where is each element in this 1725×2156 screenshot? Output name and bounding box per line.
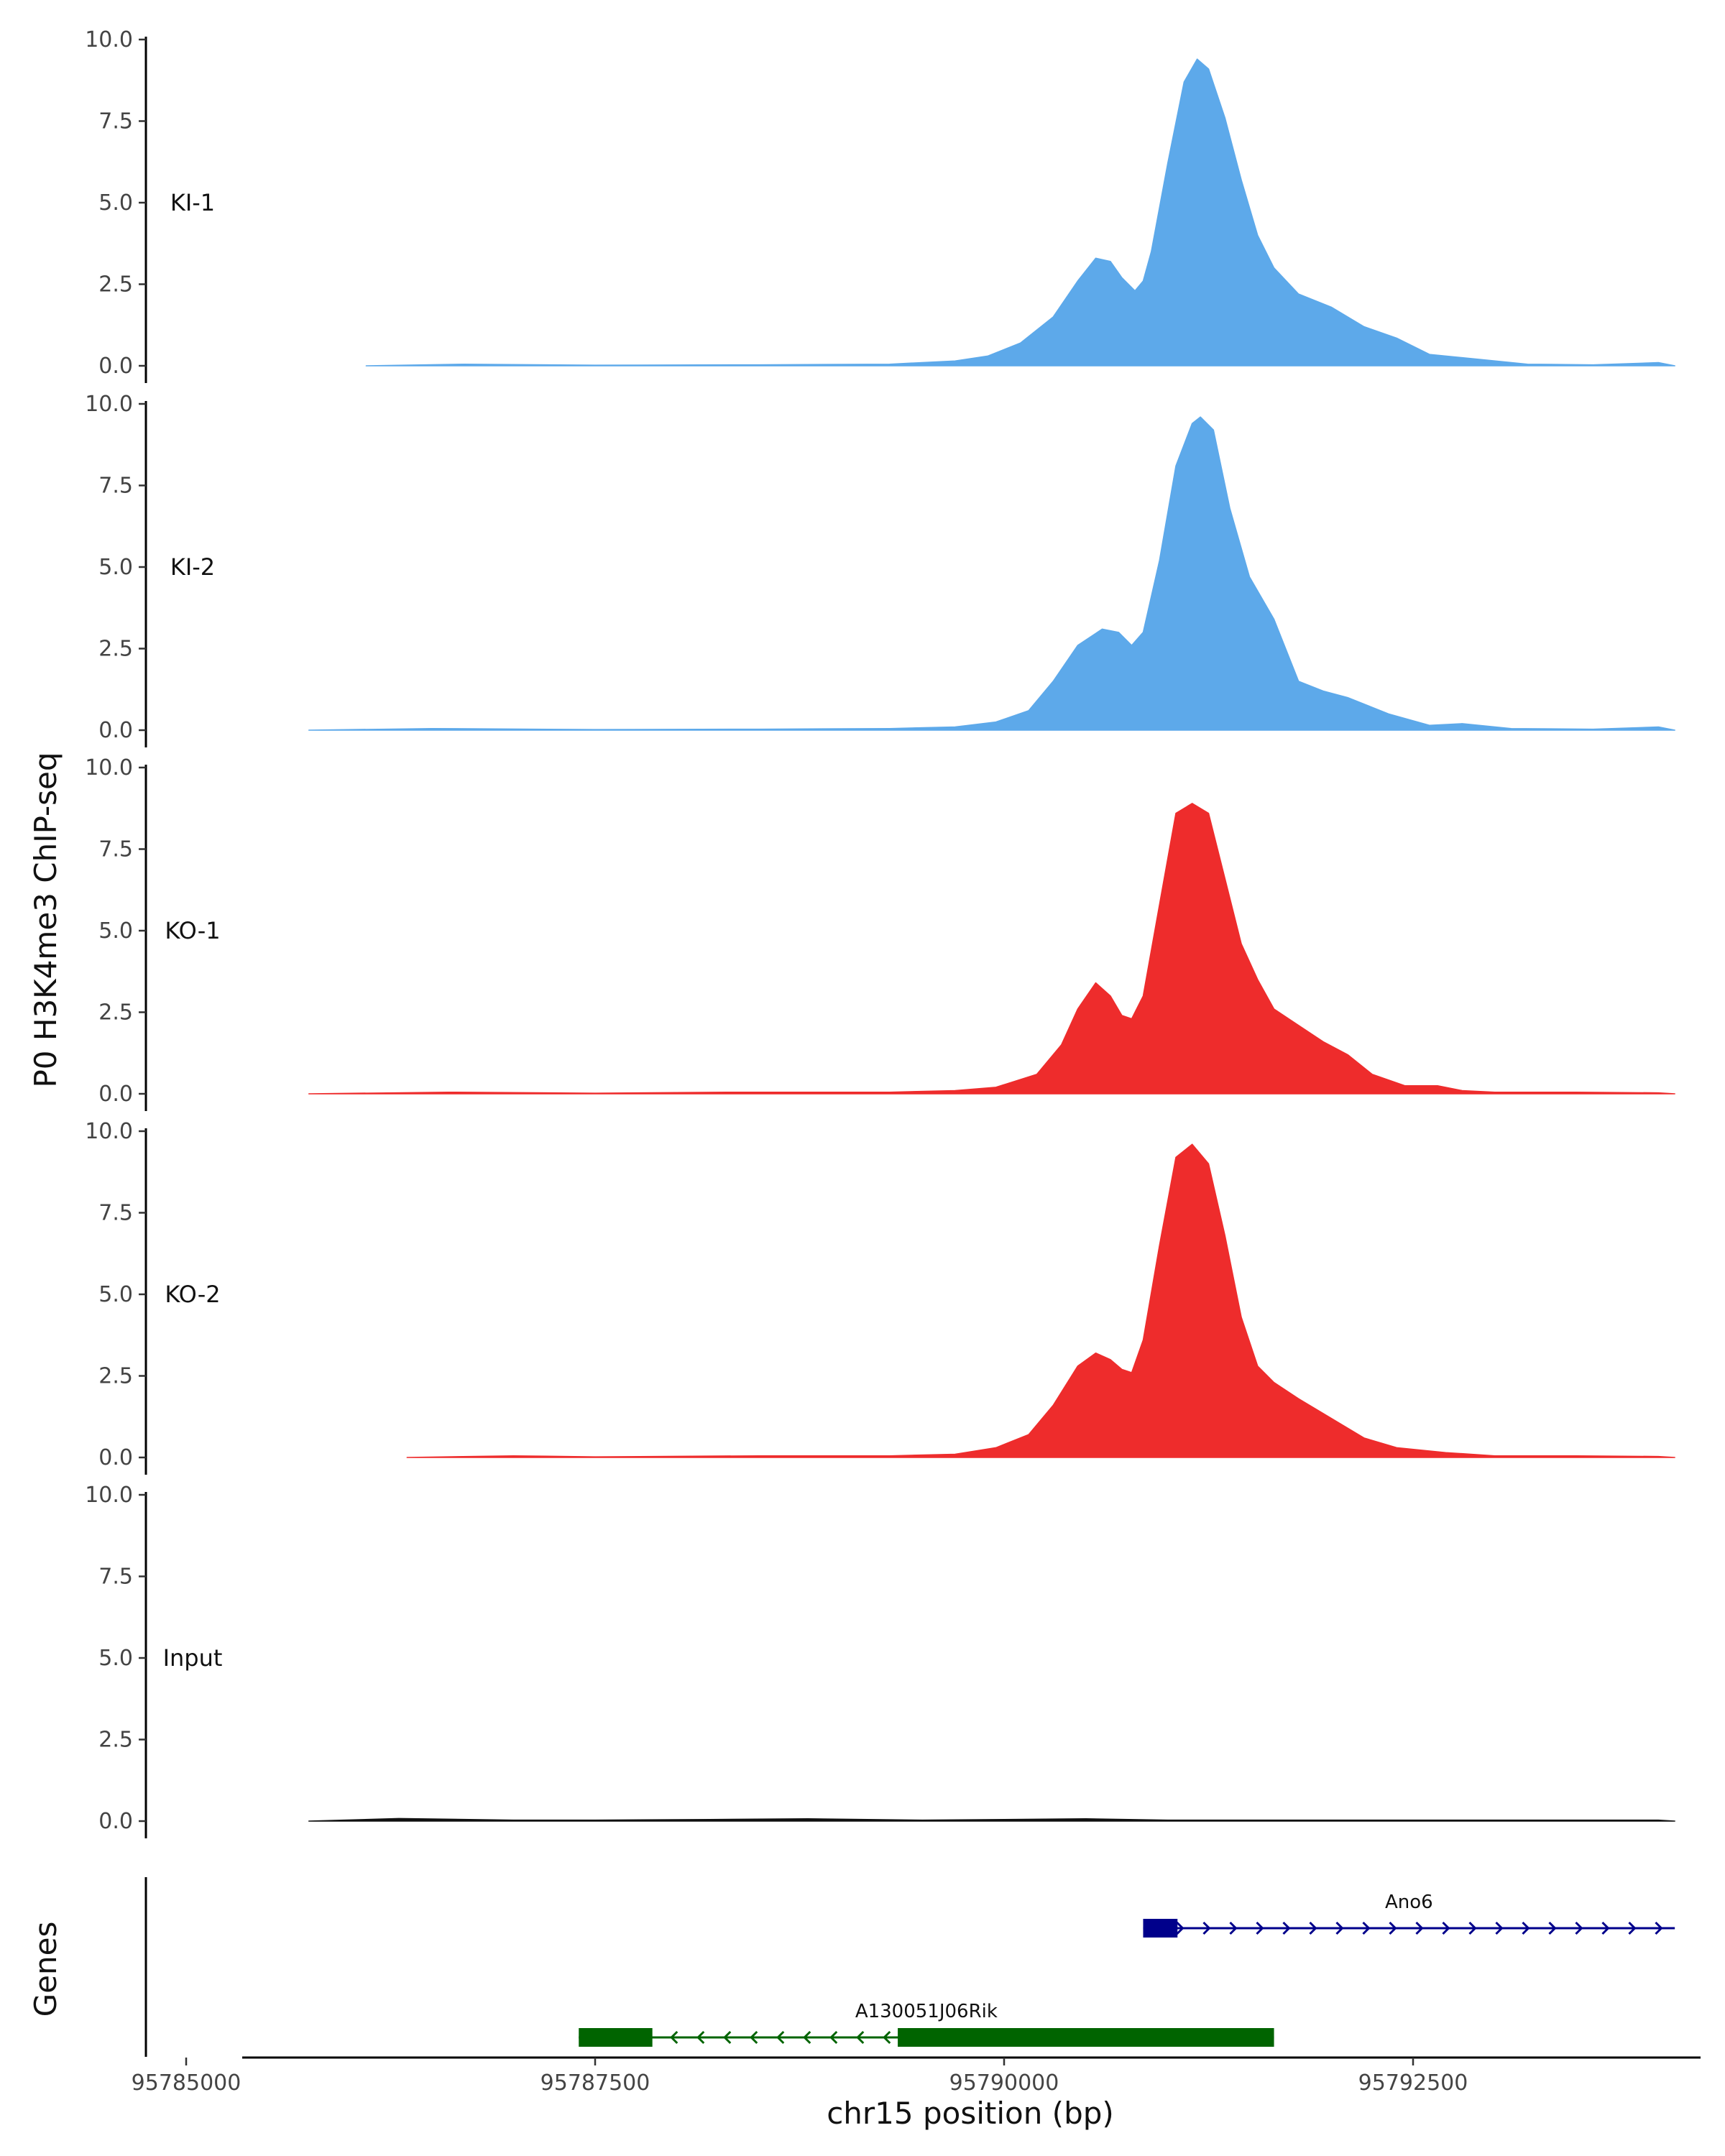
gene-a130051j06rik: A130051J06Rik — [579, 2001, 1274, 2047]
strand-arrow — [1256, 1921, 1264, 1935]
track-label: KO-1 — [165, 917, 220, 944]
y-tick-label: 5.0 — [98, 1646, 133, 1671]
y-tick-label: 0.0 — [98, 1082, 133, 1107]
strand-arrow — [1495, 1921, 1504, 1935]
y-tick-label: 10.0 — [85, 755, 133, 780]
strand-arrow — [1362, 1921, 1371, 1935]
y-tick-label: 7.5 — [98, 474, 133, 499]
gene-ano6: Ano6 — [1143, 1892, 1675, 1938]
strand-arrow — [1309, 1921, 1317, 1935]
y-tick-label: 5.0 — [98, 918, 133, 944]
strand-arrow — [1282, 1921, 1291, 1935]
y-tick-label: 0.0 — [98, 1445, 133, 1470]
strand-arrow — [1655, 1921, 1663, 1935]
strand-arrow — [1628, 1921, 1637, 1935]
strand-arrow — [1601, 1921, 1610, 1935]
gene-label: Ano6 — [1385, 1892, 1433, 1913]
gene-exon — [579, 2028, 653, 2047]
gene-exon — [898, 2028, 1274, 2047]
strand-arrow — [1522, 1921, 1530, 1935]
y-tick-label: 2.5 — [98, 637, 133, 662]
strand-arrow — [1335, 1921, 1344, 1935]
y-tick-label: 0.0 — [98, 1809, 133, 1834]
coverage-area — [406, 1143, 1675, 1458]
y-axis-title: P0 H3K4me3 ChIP-seq — [28, 752, 63, 1087]
x-axis: 95785000 95787500 95790000 95792500 — [132, 2056, 1701, 2096]
strand-arrow — [1176, 1921, 1184, 1935]
strand-arrow — [1442, 1921, 1450, 1935]
strand-arrow — [1468, 1921, 1477, 1935]
track-ko-1: 0.0 2.5 5.0 7.5 10.0 KO-1 — [85, 755, 1675, 1111]
coverage-area — [308, 416, 1675, 731]
y-tick-label: 2.5 — [98, 1364, 133, 1389]
strand-arrow — [696, 2030, 705, 2045]
y-tick-label: 10.0 — [85, 1119, 133, 1144]
y-tick-label: 10.0 — [85, 1483, 133, 1508]
coverage-tracks: 0.0 2.5 5.0 7.5 10.0 KI-1 0.0 2.5 5.0 7.5 10.0 KI-2… — [85, 27, 1675, 1838]
y-tick-label: 10.0 — [85, 27, 133, 52]
track-label: KI-2 — [170, 553, 215, 581]
strand-arrow — [1389, 1921, 1397, 1935]
y-tick-label: 7.5 — [98, 109, 133, 134]
strand-arrow — [1202, 1921, 1211, 1935]
coverage-area — [308, 1818, 1675, 1822]
strand-arrow — [1415, 1921, 1424, 1935]
strand-arrow — [1575, 1921, 1583, 1935]
y-tick-label: 7.5 — [98, 1565, 133, 1590]
x-tick-label: 95787500 — [540, 2070, 650, 2096]
strand-arrow — [1229, 1921, 1238, 1935]
y-tick-label: 0.0 — [98, 354, 133, 379]
coverage-area — [308, 803, 1675, 1095]
y-tick-label: 7.5 — [98, 1201, 133, 1226]
y-tick-label: 5.0 — [98, 1282, 133, 1307]
track-ko-2: 0.0 2.5 5.0 7.5 10.0 KO-2 — [85, 1119, 1675, 1475]
gene-exon — [1143, 1919, 1178, 1938]
y-tick-label: 0.0 — [98, 718, 133, 743]
track-label: KI-1 — [170, 189, 215, 216]
x-axis-title: chr15 position (bp) — [827, 2096, 1114, 2131]
y-tick-label: 2.5 — [98, 1728, 133, 1753]
track-label: Input — [163, 1644, 223, 1672]
y-tick-label: 2.5 — [98, 1000, 133, 1026]
strand-arrow — [670, 2030, 678, 2045]
x-tick-label: 95792500 — [1358, 2070, 1468, 2096]
strand-arrow — [776, 2030, 785, 2045]
y-tick-label: 5.0 — [98, 555, 133, 580]
strand-arrow — [829, 2030, 838, 2045]
strand-arrow — [883, 2030, 891, 2045]
strand-arrow — [803, 2030, 811, 2045]
track-label: KO-2 — [165, 1281, 220, 1308]
gene-label: A130051J06Rik — [855, 2001, 998, 2022]
strand-arrow — [750, 2030, 758, 2045]
track-input: 0.0 2.5 5.0 7.5 10.0 Input — [85, 1483, 1675, 1838]
strand-arrow — [1548, 1921, 1557, 1935]
x-tick-label: 95785000 — [132, 2070, 242, 2096]
genes-panel: Ano6 A130051J06Rik — [144, 1877, 1675, 2057]
track-ki-1: 0.0 2.5 5.0 7.5 10.0 KI-1 — [85, 27, 1675, 383]
y-tick-label: 2.5 — [98, 272, 133, 298]
genes-axis-title: Genes — [28, 1922, 63, 2017]
strand-arrow — [723, 2030, 732, 2045]
coverage-area — [365, 58, 1675, 367]
y-tick-label: 5.0 — [98, 190, 133, 216]
track-ki-2: 0.0 2.5 5.0 7.5 10.0 KI-2 — [85, 392, 1675, 747]
y-tick-label: 7.5 — [98, 837, 133, 862]
strand-arrow — [856, 2030, 865, 2045]
x-tick-label: 95790000 — [949, 2070, 1059, 2096]
y-tick-label: 10.0 — [85, 392, 133, 417]
